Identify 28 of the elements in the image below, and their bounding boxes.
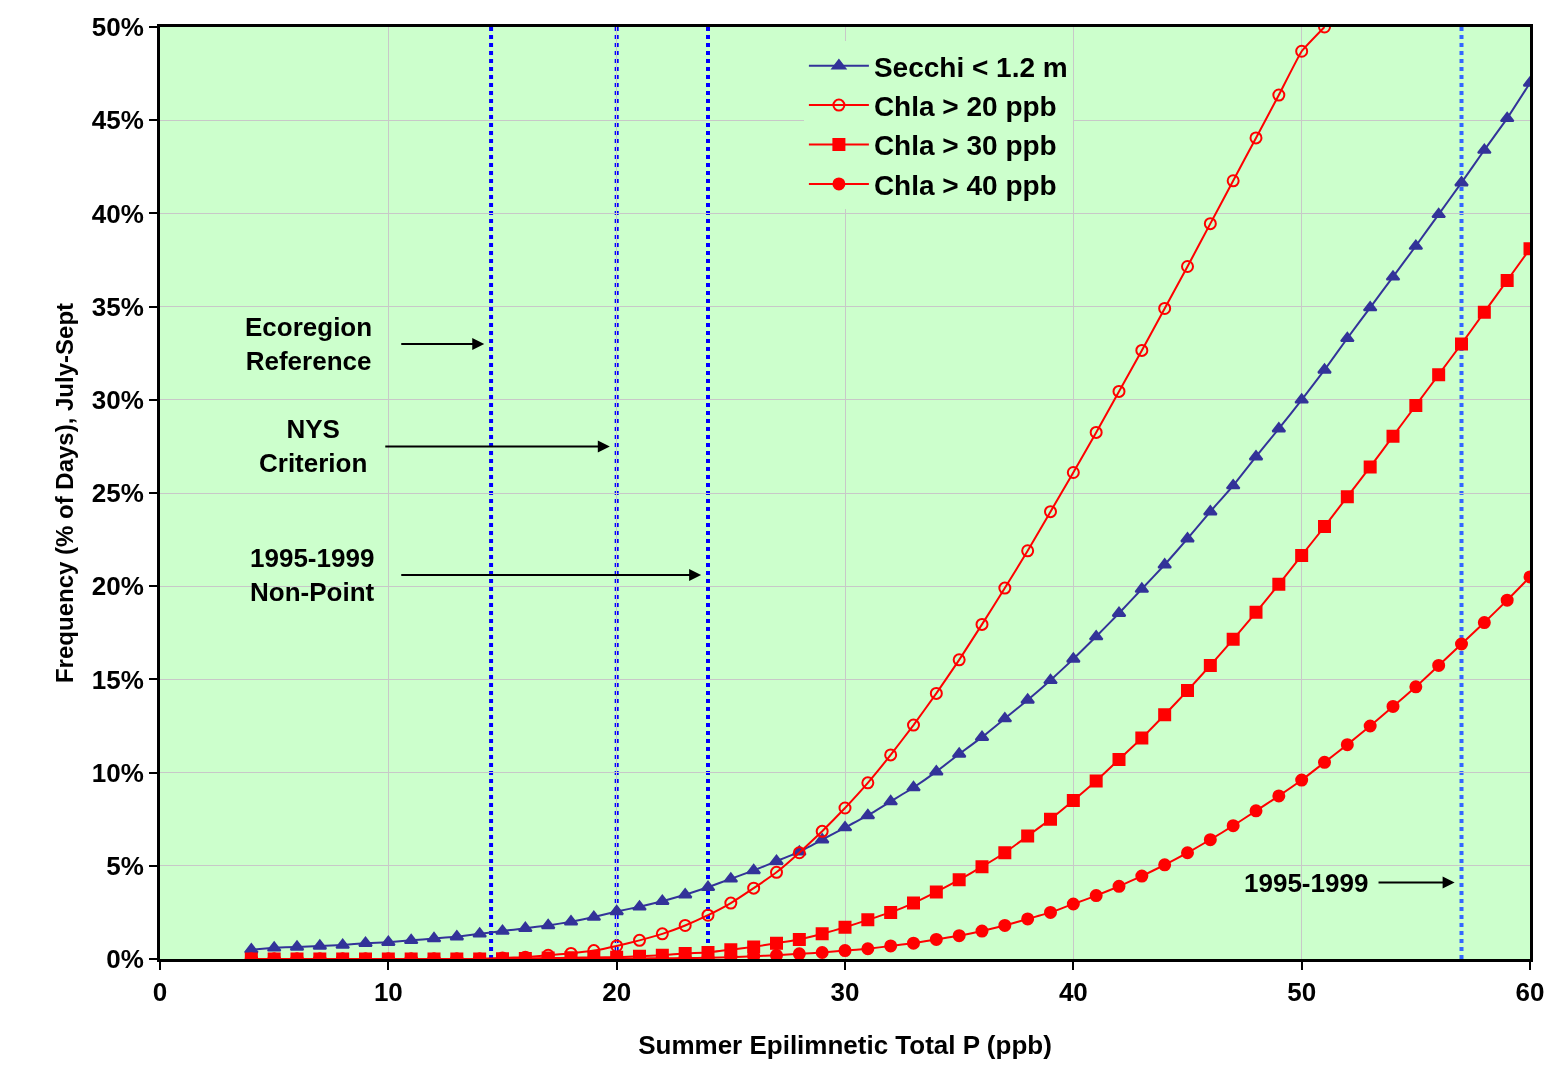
- legend-label: Secchi < 1.2 m: [873, 51, 1068, 83]
- x-tick-label: 40: [1058, 977, 1088, 1008]
- y-tick-label: 5%: [106, 850, 144, 881]
- y-tick-label: 40%: [91, 198, 144, 229]
- y-tick-label: 50%: [91, 12, 144, 43]
- annotation: NYS Criterion: [259, 414, 368, 478]
- annotation: Ecoregion Reference: [245, 312, 373, 376]
- legend-label: Chla > 20 ppb: [873, 91, 1057, 122]
- legend-label: Chla > 30 ppb: [873, 130, 1057, 162]
- y-tick-label: 15%: [91, 664, 144, 695]
- x-tick-label: 20: [602, 977, 632, 1008]
- y-tick-label: 45%: [91, 105, 144, 136]
- y-tick-label: 25%: [91, 478, 144, 509]
- x-tick-label: 30: [830, 977, 860, 1008]
- x-tick-label: 60: [1515, 977, 1545, 1008]
- y-tick-label: 35%: [91, 291, 144, 322]
- y-tick-label: 10%: [91, 757, 144, 788]
- y-tick-label: 0%: [106, 944, 144, 975]
- y-tick-label: 30%: [91, 384, 144, 415]
- y-axis-title: Frequency (% of Days), July-Sept: [50, 302, 78, 684]
- x-axis-title: Summer Epilimnetic Total P (ppb): [638, 1029, 1052, 1060]
- x-tick-label: 50: [1287, 977, 1317, 1008]
- annotation: 1995-1999 Non-Point: [250, 543, 375, 607]
- x-tick-label: 0: [152, 977, 168, 1008]
- annotation: 1995-1999: [1244, 868, 1369, 898]
- y-tick-label: 20%: [91, 571, 144, 602]
- x-tick-label: 10: [373, 977, 403, 1008]
- legend-label: Chla > 40 ppb: [873, 169, 1057, 201]
